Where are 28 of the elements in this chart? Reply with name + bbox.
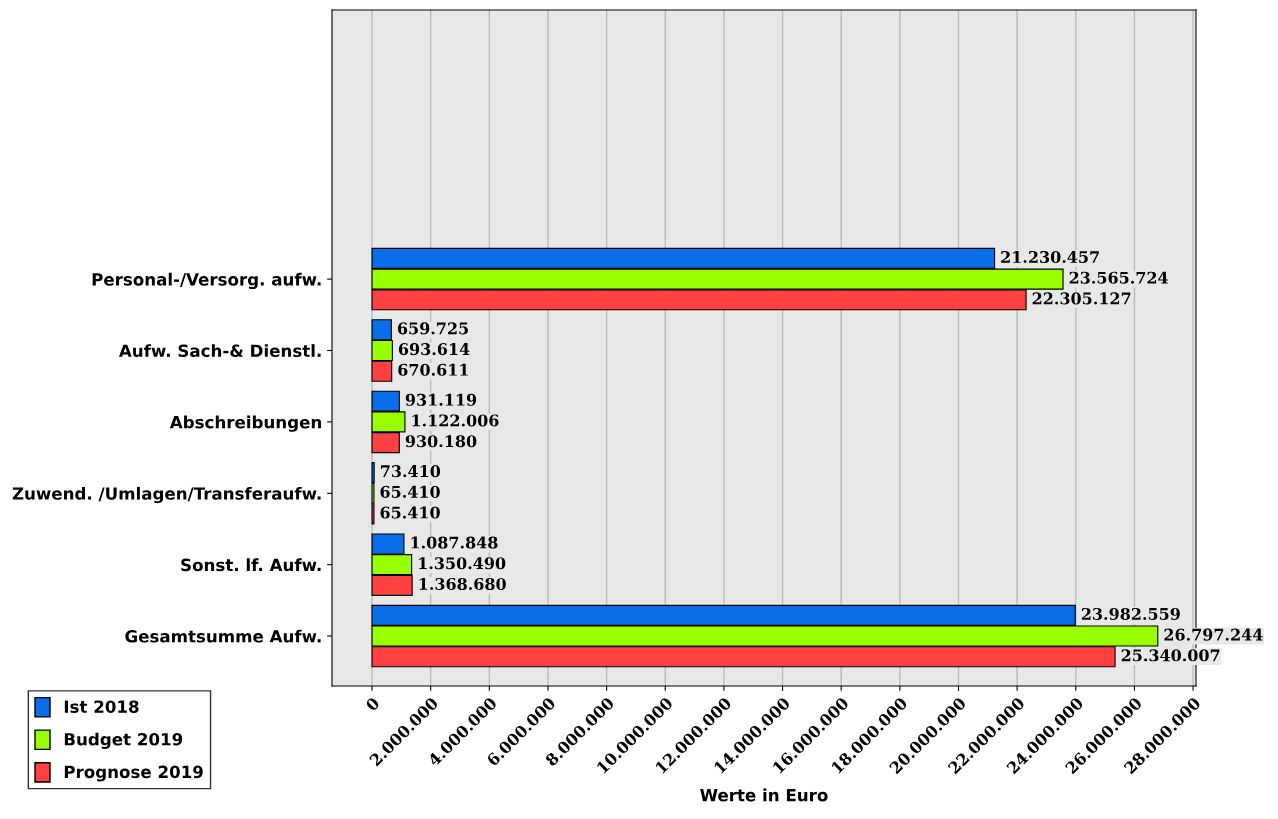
data-label: 73.410 bbox=[381, 465, 441, 478]
data-label: 25.340.007 bbox=[1121, 649, 1220, 662]
data-label: 1.368.680 bbox=[419, 577, 506, 590]
data-label: 26.797.244 bbox=[1164, 628, 1263, 641]
y-tick-label: Sonst. lf. Aufw. bbox=[181, 558, 321, 572]
data-label: 65.410 bbox=[380, 506, 440, 519]
x-axis-title: Werte in Euro bbox=[700, 788, 828, 802]
data-label: 659.725 bbox=[397, 322, 468, 335]
data-label: 23.565.724 bbox=[1069, 271, 1168, 284]
y-tick-label: Zuwend. /Umlagen/Transferaufw. bbox=[12, 486, 321, 504]
y-tick-label: Aufw. Sach-& Dienstl. bbox=[118, 344, 321, 358]
data-label: 65.410 bbox=[380, 485, 440, 498]
data-label: 693.614 bbox=[398, 343, 470, 356]
data-label: 1.122.006 bbox=[412, 414, 499, 427]
data-label: 931.119 bbox=[405, 393, 477, 406]
data-label: 930.180 bbox=[405, 435, 477, 448]
data-label: 22.305.127 bbox=[1032, 292, 1131, 305]
data-label: 670.611 bbox=[398, 363, 468, 376]
legend-label: Prognose 2019 bbox=[64, 765, 203, 782]
legend-label: Ist 2018 bbox=[64, 700, 139, 713]
data-label: 21.230.457 bbox=[1001, 250, 1099, 264]
y-tick-label: Abschreibungen bbox=[169, 415, 321, 432]
data-label: 1.350.490 bbox=[419, 557, 506, 570]
legend-label: Budget 2019 bbox=[64, 732, 183, 749]
y-tick-label: Personal-/Versorg. aufw. bbox=[92, 272, 321, 290]
data-label: 23.982.559 bbox=[1081, 607, 1180, 620]
data-label: 1.087.848 bbox=[411, 536, 498, 549]
y-tick-label: Gesamtsumme Aufw. bbox=[125, 629, 321, 643]
